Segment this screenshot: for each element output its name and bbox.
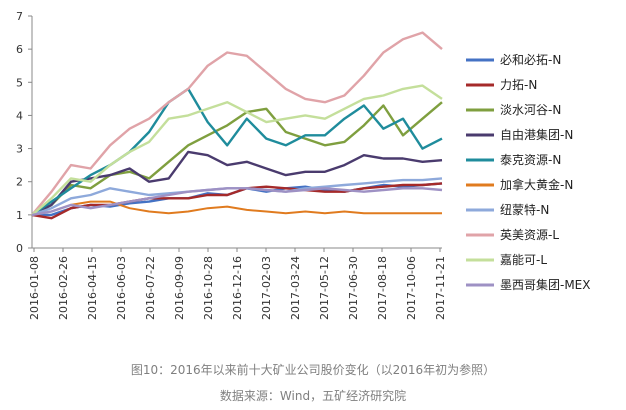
chart-series-lines bbox=[31, 31, 443, 220]
y-tick-label: 6 bbox=[16, 43, 23, 56]
x-tick-label: 2016-10-28 bbox=[202, 256, 215, 320]
stock-chart: 2016-01-08 2016-02-26 2016-04-15 2016-06-03… bbox=[16, 10, 591, 320]
legend-label-1: 必和必拓-N bbox=[500, 53, 561, 67]
legend-label-10: 墨西哥集团-MEX bbox=[500, 277, 591, 292]
x-tick-label: 2017-08-18 bbox=[376, 256, 389, 320]
y-tick-label: 2 bbox=[16, 176, 23, 189]
x-tick-label: 2016-12-16 bbox=[231, 256, 244, 320]
x-tick-label: 2017-03-24 bbox=[289, 256, 302, 320]
legend-label-5: 泰克资源-N bbox=[500, 153, 561, 167]
legend-label-7: 纽蒙特-N bbox=[500, 202, 549, 217]
chart-title: 图10：2016年以来前十大矿业公司股价变化（以2016年初为参照） bbox=[130, 363, 496, 377]
y-tick-label: 5 bbox=[16, 76, 23, 89]
x-tick-label: 2016-02-26 bbox=[57, 256, 70, 320]
series-line-7 bbox=[31, 177, 443, 217]
legend-label-9: 嘉能可-L bbox=[500, 253, 547, 267]
legend-label-3: 淡水河谷-N bbox=[500, 103, 561, 117]
series-line-6 bbox=[31, 200, 442, 216]
legend-label-6: 加拿大黄金-N bbox=[500, 177, 573, 192]
series-line-2 bbox=[31, 182, 443, 220]
legend-label-4: 自由港集团-N bbox=[500, 127, 573, 142]
series-line-10 bbox=[31, 187, 443, 217]
x-tick-label: 2016-01-08 bbox=[28, 256, 41, 320]
chart-source: 数据来源：Wind，五矿经济研究院 bbox=[219, 389, 407, 403]
y-tick-label: 1 bbox=[16, 209, 23, 222]
chart-axes bbox=[28, 15, 442, 252]
legend-label-8: 英美资源-L bbox=[500, 228, 559, 242]
series-line-8 bbox=[31, 31, 443, 216]
x-tick-label: 2016-04-15 bbox=[86, 256, 99, 320]
y-tick-label: 4 bbox=[16, 109, 23, 122]
series-line-9 bbox=[31, 84, 443, 216]
legend-label-2: 力拓-N bbox=[500, 78, 537, 92]
y-tick-label: 3 bbox=[16, 143, 23, 156]
y-tick-label: 0 bbox=[16, 242, 23, 255]
x-axis-tick-labels: 2016-01-08 2016-02-26 2016-04-15 2016-06-03… bbox=[28, 256, 447, 320]
chart-legend: 必和必拓-N 力拓-N 淡水河谷-N 自由港集团-N 泰克资源-N 加拿大黄金-N 纽蒙特-… bbox=[466, 53, 591, 292]
series-line-5 bbox=[31, 87, 443, 216]
x-tick-label: 2016-07-22 bbox=[144, 256, 157, 320]
x-tick-label: 2016-06-03 bbox=[115, 256, 128, 320]
x-tick-label: 2017-02-03 bbox=[260, 256, 273, 320]
x-tick-label: 2017-11-21 bbox=[434, 256, 447, 320]
x-tick-label: 2017-05-12 bbox=[318, 256, 331, 320]
y-tick-label: 7 bbox=[16, 10, 23, 23]
x-tick-label: 2017-10-06 bbox=[405, 256, 418, 320]
y-axis-tick-labels: 0 1 2 3 4 5 6 7 bbox=[16, 10, 23, 255]
series-line-4 bbox=[31, 150, 443, 216]
x-tick-label: 2016-09-09 bbox=[173, 256, 186, 320]
x-tick-label: 2017-06-30 bbox=[347, 256, 360, 320]
